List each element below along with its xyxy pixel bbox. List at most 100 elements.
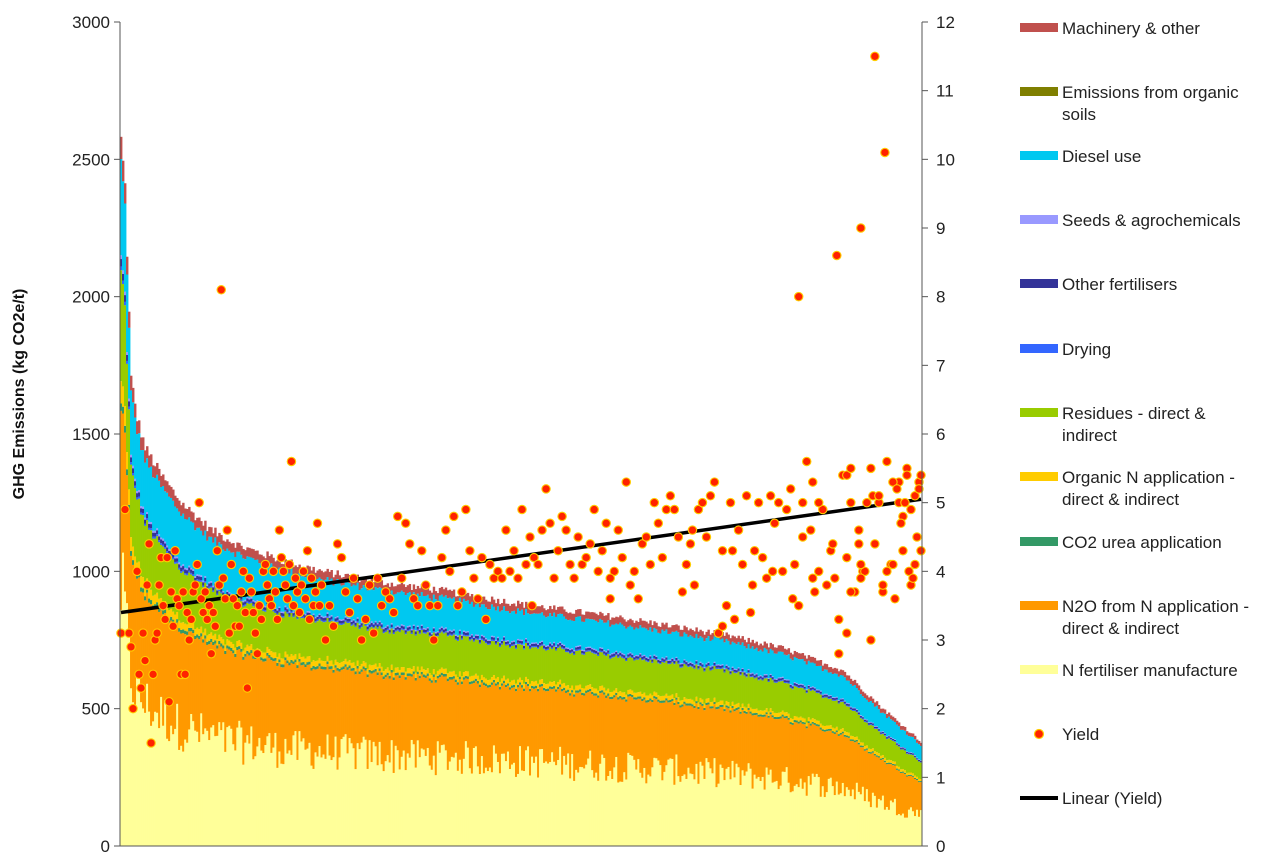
bar-176-n2o_from_n_application <box>472 682 476 748</box>
bar-150-seeds_agrochemicals <box>420 624 424 627</box>
bar-94-residues <box>308 616 311 657</box>
bar-370-n_fertiliser_manufacture <box>861 786 865 846</box>
bar-372-machinery_other <box>865 695 869 700</box>
bar-353-organic_n_application <box>827 725 831 729</box>
bar-333-n2o_from_n_application <box>787 719 791 783</box>
yield-point-115 <box>388 607 399 618</box>
bar-26-n_fertiliser_manufacture <box>172 734 175 846</box>
bar-269-residues <box>659 664 662 697</box>
bar-8-machinery_other <box>136 421 139 435</box>
bar-247-other_fertilisers <box>615 651 618 655</box>
bar-214-seeds_agrochemicals <box>549 642 552 644</box>
bar-4-n2o_from_n_application <box>128 510 131 631</box>
bar-208-co2_urea_application <box>537 688 540 692</box>
bar-320-other_fertilisers <box>761 677 764 680</box>
bar-167-seeds_agrochemicals <box>454 634 458 636</box>
bar-311-drying <box>743 674 746 676</box>
bar-195 <box>510 603 514 846</box>
bar-365-seeds_agrochemicals <box>851 707 855 709</box>
bar-237 <box>595 613 598 846</box>
bar-64-n_fertiliser_manufacture <box>248 743 251 846</box>
bar-100-seeds_agrochemicals <box>320 615 323 618</box>
bar-350-diesel_use <box>821 671 825 695</box>
bar-12-n_fertiliser_manufacture <box>144 712 147 846</box>
bar-79-residues <box>278 612 281 654</box>
bar-373-machinery_other <box>867 697 871 702</box>
bar-272-n_fertiliser_manufacture <box>665 765 668 846</box>
bar-227-diesel_use <box>575 617 578 647</box>
bar-79-machinery_other <box>278 558 281 568</box>
bar-256-n2o_from_n_application <box>633 699 636 760</box>
bar-31-seeds_agrochemicals <box>182 564 185 567</box>
bar-61-co2_urea_application <box>242 656 245 660</box>
bar-248-n_fertiliser_manufacture <box>617 782 620 846</box>
bar-309-n2o_from_n_application <box>739 713 742 786</box>
bar-71-drying <box>262 609 265 612</box>
bar-327-residues <box>775 682 779 714</box>
bar-76-organic_n_application <box>272 652 275 659</box>
bar-260-machinery_other <box>641 620 644 628</box>
bar-73-diesel_use <box>266 560 269 600</box>
yield-point-24 <box>170 545 180 556</box>
bar-281-n2o_from_n_application <box>683 703 686 775</box>
bar-249-n_fertiliser_manufacture <box>619 781 622 846</box>
bar-380-diesel_use <box>881 712 885 732</box>
bar-317-diesel_use <box>755 647 758 674</box>
bar-81-organic_n_application <box>282 658 285 665</box>
bar-227-machinery_other <box>575 609 578 618</box>
bar-168-seeds_agrochemicals <box>456 635 460 638</box>
bar-259-seeds_agrochemicals <box>639 653 642 655</box>
yield-point-213 <box>781 504 792 515</box>
bar-381-n_fertiliser_manufacture <box>883 809 887 846</box>
bar-289-n_fertiliser_manufacture <box>699 761 702 846</box>
bar-106-diesel_use <box>332 585 335 621</box>
bar-288-machinery_other <box>697 631 700 639</box>
bar-161-drying <box>442 632 446 634</box>
bar-92-residues <box>304 619 307 659</box>
bar-41-other_fertilisers <box>202 582 205 586</box>
bar-9-other_fertilisers <box>138 492 141 497</box>
bar-316-seeds_agrochemicals <box>753 674 756 676</box>
bar-66-co2_urea_application <box>252 655 255 659</box>
bar-48-seeds_agrochemicals <box>216 588 219 591</box>
bar-357-co2_urea_application <box>835 730 839 733</box>
bar-289-diesel_use <box>699 636 702 662</box>
bar-200-co2_urea_application <box>521 685 524 688</box>
bar-355 <box>831 668 835 846</box>
bar-289-residues <box>699 666 702 698</box>
bar-80-n_fertiliser_manufacture <box>280 763 283 846</box>
bar-194-seeds_agrochemicals <box>508 642 512 645</box>
bar-330-drying <box>781 679 785 681</box>
bar-267-n_fertiliser_manufacture <box>655 758 658 846</box>
bar-113-n_fertiliser_manufacture <box>346 753 349 846</box>
bar-381-n2o_from_n_application <box>883 762 887 810</box>
bar-93-n_fertiliser_manufacture <box>306 748 309 846</box>
bar-129-organic_n_application <box>378 663 382 669</box>
bar-20-diesel_use <box>160 487 163 538</box>
bar-204-n2o_from_n_application <box>529 691 532 776</box>
bar-97-n2o_from_n_application <box>314 669 317 753</box>
bar-145-organic_n_application <box>410 669 414 675</box>
bar-157-other_fertilisers <box>434 633 438 637</box>
bar-138-co2_urea_application <box>396 672 400 676</box>
bar-114-other_fertilisers <box>348 618 351 622</box>
bar-198 <box>516 600 520 846</box>
bar-310-n_fertiliser_manufacture <box>741 770 744 846</box>
bar-176-co2_urea_application <box>472 680 476 683</box>
bar-247-residues <box>615 655 618 689</box>
bar-352-organic_n_application <box>825 725 829 730</box>
bar-15-drying <box>150 528 153 531</box>
bar-316-organic_n_application <box>753 708 756 714</box>
bar-326-residues <box>773 682 777 713</box>
bar-339-organic_n_application <box>799 716 803 721</box>
bar-375-diesel_use <box>871 703 875 723</box>
bar-128-n_fertiliser_manufacture <box>376 765 380 846</box>
bar-37-residues <box>194 582 197 630</box>
bar-197-n_fertiliser_manufacture <box>514 776 518 846</box>
bar-18-seeds_agrochemicals <box>156 528 159 531</box>
bar-233-drying <box>587 650 590 652</box>
bar-316-co2_urea_application <box>753 713 756 716</box>
bar-16-n2o_from_n_application <box>152 609 155 722</box>
bar-187-n_fertiliser_manufacture <box>494 753 498 846</box>
bar-178-drying <box>476 638 480 640</box>
